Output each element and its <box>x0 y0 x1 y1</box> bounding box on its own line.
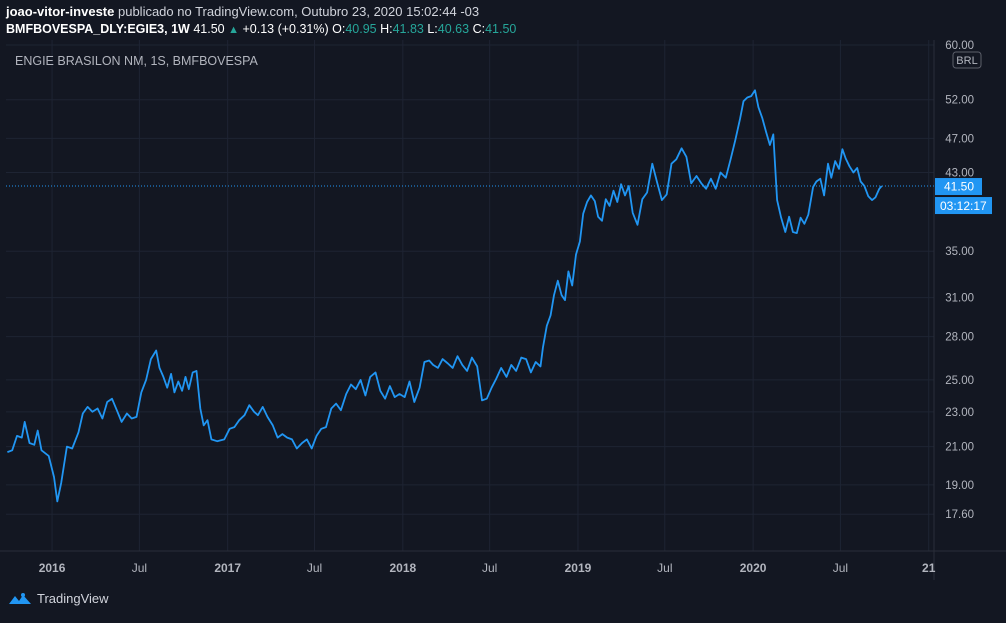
x-tick-label: 2017 <box>214 561 241 575</box>
x-tick-label: Jul <box>307 561 322 575</box>
close-label: C: <box>472 22 486 36</box>
x-tick-label: Jul <box>833 561 848 575</box>
grid <box>6 40 934 551</box>
high-label: H: <box>380 22 393 36</box>
author-name[interactable]: joao-vitor-investe <box>6 4 115 19</box>
x-tick-label: 2020 <box>740 561 767 575</box>
x-tick-label: 2019 <box>565 561 592 575</box>
y-tick-label: 43.00 <box>945 167 974 179</box>
x-tick-label: 21 <box>922 561 936 575</box>
y-tick-label: 47.00 <box>945 133 974 145</box>
low-value: 40.63 <box>437 22 470 36</box>
close-value: 41.50 <box>485 22 517 36</box>
last-price-box <box>935 178 982 196</box>
x-tick-label: Jul <box>482 561 497 575</box>
y-tick-label: 31.00 <box>945 293 974 305</box>
x-tick-label: Jul <box>132 561 147 575</box>
y-tick-label: 35.00 <box>945 246 974 258</box>
open-label: O: <box>332 22 346 36</box>
symbol-label[interactable]: BMFBOVESPA_DLY:EGIE3, 1W <box>6 22 190 36</box>
last-price: 41.50 <box>193 22 225 36</box>
x-tick-label: Jul <box>657 561 672 575</box>
y-tick-label: 17.60 <box>945 509 974 521</box>
currency-badge[interactable]: BRL <box>952 51 982 69</box>
high-value: 41.83 <box>392 22 424 36</box>
x-tick-label: 2018 <box>389 561 416 575</box>
y-tick-label: 60.00 <box>945 40 974 52</box>
last-price-label: 41.50 <box>944 180 974 194</box>
y-tick-label: 25.00 <box>945 375 974 387</box>
y-tick-label: 28.00 <box>945 332 974 344</box>
price-axis[interactable]: 60.00 52.00 47.00 43.00 35.00 31.00 28.00 25.00… <box>945 40 974 521</box>
y-tick-label: 23.00 <box>945 407 974 419</box>
triangle-up-icon: ▲ <box>228 24 239 36</box>
x-tick-label: 2016 <box>39 561 66 575</box>
tradingview-branding[interactable]: TradingView <box>8 591 109 606</box>
low-label: L: <box>427 22 438 36</box>
y-tick-label: 52.00 <box>945 95 974 107</box>
countdown-label: 03:12:17 <box>940 199 987 213</box>
change-value: +0.13 (+0.31%) <box>242 22 329 36</box>
currency-label: BRL <box>956 55 977 67</box>
y-tick-label: 21.00 <box>945 442 974 454</box>
symbol-legend: BMFBOVESPA_DLY:EGIE3, 1W 41.50 ▲ +0.13 (… <box>6 22 516 36</box>
last-price-tag: 41.50 03:12:17 <box>935 178 992 215</box>
tradingview-logo-icon <box>9 592 31 604</box>
currency-badge-box <box>952 51 982 69</box>
chart-title: ENGIE BRASILON NM, 1S, BMFBOVESPA <box>15 54 259 68</box>
y-tick-label: 19.00 <box>945 480 974 492</box>
published-text: publicado no TradingView.com, Outubro 23… <box>117 4 480 19</box>
publish-info: joao-vitor-investe publicado no TradingV… <box>6 4 479 19</box>
time-axis[interactable]: 2016 Jul 2017 Jul 2018 Jul 2019 Jul 2020 Jul 21 <box>39 561 936 575</box>
brand-name: TradingView <box>37 591 109 606</box>
countdown-box <box>935 197 992 215</box>
open-value: 40.95 <box>345 22 377 36</box>
price-series-line[interactable] <box>7 89 883 503</box>
